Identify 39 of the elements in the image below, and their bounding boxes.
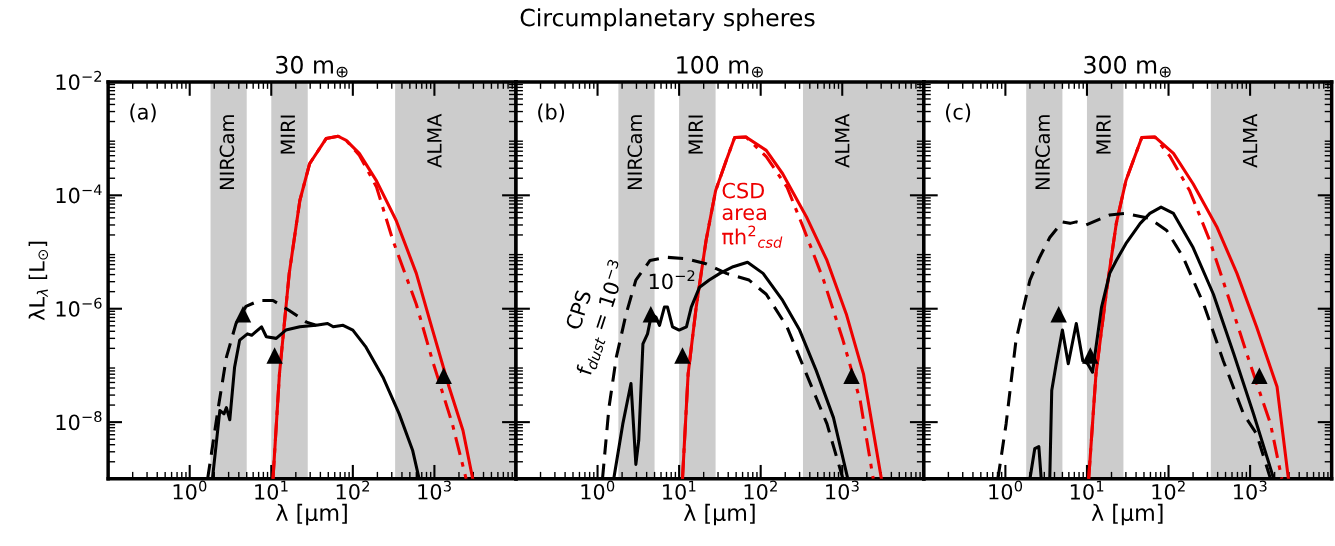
x-tick-label: 10$^{3}$	[1234, 480, 1267, 500]
band-label: NIRCam	[219, 115, 235, 189]
x-tick-label: 10$^{0}$	[173, 480, 207, 500]
band-label: ALMA	[427, 113, 442, 168]
x-tick-label: 10$^{2}$	[1152, 480, 1185, 500]
x-axis-title: λ [μm]	[1091, 503, 1163, 526]
x-tick-label: 10$^{2}$	[336, 480, 370, 500]
band-label: MIRI	[1096, 115, 1111, 154]
band-label: MIRI	[280, 115, 295, 154]
annotation: (a)	[130, 103, 156, 123]
x-tick-label: 10$^{1}$	[1070, 480, 1104, 500]
x-tick-label: 10$^{1}$	[255, 480, 288, 500]
x-tick-label: 10$^{3}$	[826, 480, 859, 500]
x-tick-label: 10$^{3}$	[418, 480, 451, 500]
chart-title: Circumplanetary spheres	[520, 8, 815, 32]
band-label: ALMA	[835, 113, 850, 168]
y-tick-label: 10$^{−2}$	[56, 70, 102, 90]
band-label: MIRI	[688, 115, 703, 154]
x-axis-title: λ [μm]	[683, 503, 755, 526]
band-label: ALMA	[1242, 113, 1258, 168]
x-tick-label: 10$^{0}$	[989, 480, 1023, 500]
x-tick-label: 10$^{0}$	[581, 480, 615, 500]
y-tick-label: 10$^{−6}$	[56, 297, 102, 317]
chart-subtitle: 300 m$_{⊕}$	[1084, 55, 1171, 78]
y-tick-label: 10$^{−4}$	[56, 184, 102, 204]
x-tick-label: 10$^{2}$	[744, 480, 777, 500]
band-label: NIRCam	[1035, 115, 1050, 189]
annotation: (c)	[946, 103, 971, 123]
x-axis-title: λ [μm]	[276, 503, 347, 526]
annotation: (b)	[538, 103, 565, 123]
text: CPS f$_{dust}$ = 10$^{−3}$	[565, 258, 621, 377]
x-tick-label: 10$^{1}$	[663, 480, 696, 500]
y-axis-title: λL$_{λ}$ [L$_{⊙}$]	[28, 241, 49, 321]
chart-subtitle: 30 m$_{⊕}$	[276, 55, 348, 78]
series-label: CSD area πh$^{2}$$_{csd}$	[722, 182, 783, 248]
band-label: NIRCam	[627, 115, 643, 189]
y-tick-label: 10$^{−8}$	[56, 411, 102, 431]
series-label: 10$^{−2}$	[649, 270, 695, 290]
chart-subtitle: 100 m$_{⊕}$	[677, 55, 763, 78]
